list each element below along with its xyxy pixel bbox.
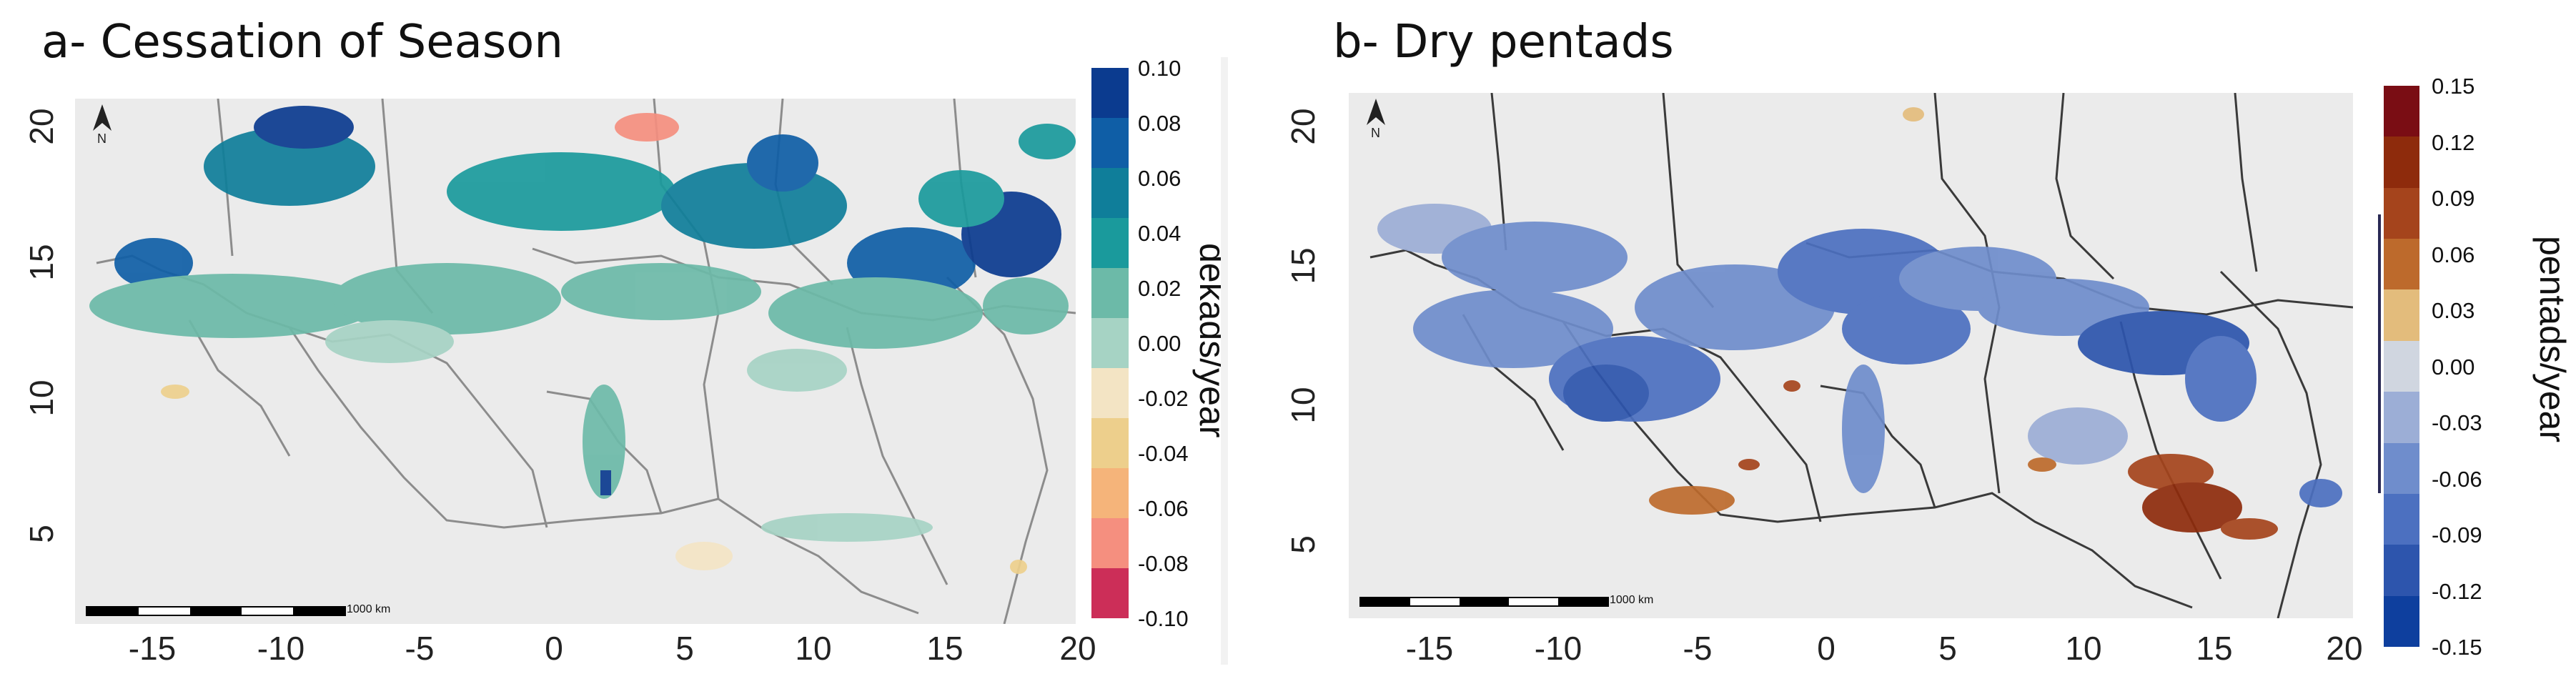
- panel-a-scale-label: 1000 km: [347, 603, 391, 615]
- colorbar-swatch: [2384, 493, 2419, 545]
- colorbar-tick-label: 0.08: [1138, 111, 1182, 136]
- colorbar-swatch: [2384, 239, 2419, 290]
- colorbar-swatch: [2384, 187, 2419, 239]
- colorbar-swatch: [2384, 442, 2419, 494]
- panel-a-xtick: 0: [545, 630, 563, 667]
- colorbar-swatch: [1091, 568, 1129, 618]
- colorbar-swatch: [1091, 68, 1129, 118]
- colorbar-swatch: [1091, 418, 1129, 468]
- colorbar-tick-label: 0.02: [1138, 276, 1182, 301]
- panel-b-xtick: 20: [2326, 630, 2363, 667]
- colorbar-tick-label: -0.15: [2432, 635, 2482, 660]
- panel-b-north-label: N: [1371, 126, 1380, 140]
- colorbar-tick-label: -0.06: [2432, 466, 2482, 492]
- panel-a-separator: [1221, 57, 1228, 665]
- colorbar-tick-label: 0.15: [2432, 74, 2475, 99]
- colorbar-tick-label: 0.06: [2432, 242, 2475, 267]
- colorbar-swatch: [2384, 86, 2419, 137]
- colorbar-swatch: [2384, 289, 2419, 341]
- panel-b-map-svg: N: [1367, 93, 2353, 618]
- colorbar-tick-label: 0.09: [2432, 186, 2475, 211]
- panel-b-ytick: 20: [1284, 108, 1322, 145]
- colorbar-swatch: [2384, 545, 2419, 596]
- colorbar-swatch: [1091, 268, 1129, 318]
- panel-b-xtick: 15: [2196, 630, 2233, 667]
- colorbar-tick-label: 0.12: [2432, 129, 2475, 155]
- colorbar-swatch: [1091, 218, 1129, 268]
- colorbar-tick-label: -0.06: [1138, 496, 1189, 521]
- panel-b-xtick: 0: [1817, 630, 1836, 667]
- panel-b-ytick: 5: [1284, 535, 1322, 554]
- panel-b-ytick: 15: [1284, 247, 1322, 284]
- colorbar-tick-label: -0.08: [1138, 551, 1189, 576]
- panel-a-xtick: -10: [257, 630, 305, 667]
- panel-a-ytick: 5: [23, 525, 60, 543]
- panel-a-north-arrow-icon: N: [93, 104, 112, 146]
- panel-a-xtick: 20: [1059, 630, 1096, 667]
- panel-b-map: N 1000 km: [1349, 93, 2353, 618]
- colorbar-tick-label: -0.12: [2432, 578, 2482, 604]
- panel-b-ytick: 10: [1284, 387, 1322, 424]
- colorbar-swatch: [1091, 468, 1129, 518]
- panel-b-scale-bar: [1359, 597, 1609, 607]
- panel-a-map-svg: N: [89, 99, 1076, 624]
- colorbar-tick-label: 0.10: [1138, 56, 1182, 81]
- colorbar-tick-label: 0.00: [2432, 354, 2475, 380]
- colorbar-tick-label: -0.09: [2432, 522, 2482, 547]
- colorbar-tick-label: 0.03: [2432, 298, 2475, 323]
- panel-b-scale-label: 1000 km: [1610, 594, 1654, 606]
- panel-a-title: a- Cessation of Season: [41, 16, 563, 69]
- panel-a-ytick: 10: [23, 380, 60, 417]
- colorbar-tick-label: 0.00: [1138, 331, 1182, 356]
- colorbar-swatch: [1091, 118, 1129, 168]
- colorbar-swatch: [2384, 595, 2419, 647]
- colorbar-swatch: [2384, 137, 2419, 188]
- panel-b-north-arrow-icon: N: [1367, 99, 1385, 140]
- panel-b-unit-label: pentads/year: [2532, 236, 2572, 443]
- panel-b-xtick: 5: [1938, 630, 1957, 667]
- colorbar-tick-label: -0.03: [2432, 410, 2482, 435]
- panel-a-north-label: N: [97, 132, 106, 146]
- panel-b-xtick: -15: [1405, 630, 1454, 667]
- panel-b-title: b- Dry pentads: [1333, 16, 1674, 69]
- panel-a-map: N 1000 km: [75, 99, 1076, 624]
- panel-a-xtick: 5: [675, 630, 694, 667]
- colorbar-swatch: [1091, 318, 1129, 368]
- panel-a-xtick: 15: [926, 630, 963, 667]
- panel-b-colorbar: [2384, 86, 2419, 647]
- panel-b-xtick: 10: [2065, 630, 2102, 667]
- panel-a-colorbar: [1091, 68, 1129, 618]
- colorbar-swatch: [2384, 340, 2419, 392]
- colorbar-swatch: [1091, 168, 1129, 218]
- panel-a-ytick: 20: [23, 108, 60, 145]
- panel-a-ytick: 15: [23, 244, 60, 281]
- colorbar-tick-label: 0.06: [1138, 166, 1182, 191]
- panel-b-xtick: -5: [1683, 630, 1713, 667]
- colorbar-tick-label: -0.04: [1138, 441, 1189, 466]
- colorbar-swatch: [2384, 392, 2419, 443]
- colorbar-swatch: [1091, 368, 1129, 418]
- panel-a-xtick: 10: [795, 630, 832, 667]
- panel-a-scale-bar: [86, 606, 346, 616]
- panel-b-xtick: -10: [1534, 630, 1582, 667]
- colorbar-tick-label: -0.02: [1138, 386, 1189, 411]
- colorbar-swatch: [1091, 518, 1129, 568]
- panel-b-colorbar-bracket: [2378, 214, 2381, 493]
- panel-a-xtick: -5: [405, 630, 435, 667]
- colorbar-tick-label: -0.10: [1138, 606, 1189, 631]
- panel-a-xtick: -15: [128, 630, 177, 667]
- colorbar-tick-label: 0.04: [1138, 221, 1182, 246]
